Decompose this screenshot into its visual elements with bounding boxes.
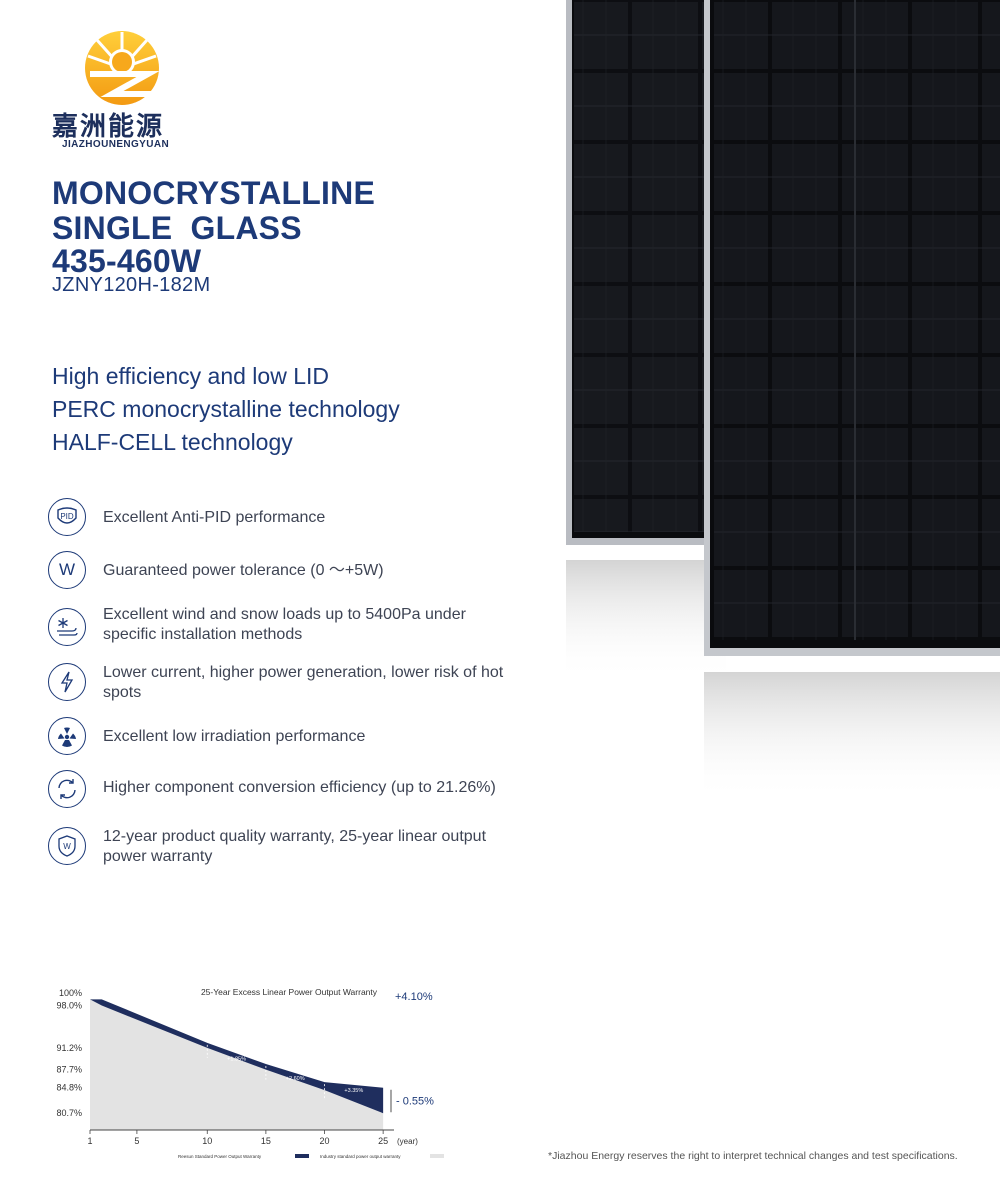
product-model: JZNY120H-182M [52,274,211,296]
end-note: - 0.55% [396,1095,434,1107]
x-axis-unit: (year) [397,1137,418,1146]
legend-label: Reesun Standard Power Output Warranty [178,1154,262,1159]
feature-text: Higher component conversion efficiency (… [103,779,496,796]
gap-label: +3.35% [344,1088,363,1094]
product-power-range: 435-460W [52,243,202,279]
warranty-shield-icon: W [48,827,86,865]
x-tick-label: 15 [261,1136,271,1146]
y-tick-label: 98.0% [56,1001,82,1011]
x-tick-label: 25 [378,1136,388,1146]
y-tick-label: 84.8% [56,1083,82,1093]
industry-warranty-area [90,999,384,1130]
warranty-chart-svg: 100%98.0%91.2%87.7%84.8%80.7%1 5 10 15 20 25(… [56,987,444,1159]
snow-wind-icon [48,608,86,646]
x-tick-label: 5 [134,1136,139,1146]
x-tick-label: 1 [87,1136,92,1146]
feature-text: Guaranteed power tolerance (0 ～+5W) [103,562,384,579]
conversion-icon [48,770,86,808]
solar-panel-image [560,0,1000,800]
legend-swatch-industry [430,1154,444,1158]
y-tick-label: 87.7% [56,1065,82,1075]
feature-text: 12-year product quality warranty, 25-yea… [103,828,487,865]
feature-text: Excellent Anti-PID performance [103,509,326,526]
lightning-icon [48,663,86,701]
product-title-line2: SINGLE GLASS [52,210,302,246]
technology-item: PERC monocrystalline technology [52,396,400,422]
warranty-icon-label: W [63,842,71,851]
legend-label: Industry standard power output warranty [320,1154,401,1159]
brand-name-en: JIAZHOUNENGYUAN [62,139,170,150]
y-tick-label: 80.7% [56,1108,82,1118]
feature-text: Excellent wind and snow loads up to 5400… [103,606,466,643]
technology-item: High efficiency and low LID [52,363,329,389]
watt-icon-label: W [58,560,76,579]
gap-label: +2.60% [286,1076,305,1082]
brand-name-cn: 嘉洲能源 [52,111,165,141]
y-tick-label: 91.2% [56,1043,82,1053]
brand-logo [52,28,212,158]
technology-item: HALF-CELL technology [52,429,293,455]
feature-text: Lower current, higher power generation, … [103,664,504,701]
irradiation-icon [48,717,86,755]
x-tick-label: 10 [202,1136,212,1146]
feature-text: Excellent low irradiation performance [103,728,366,745]
y-tick-label: 100% [59,988,82,998]
sun-logo-icon [85,31,160,105]
pid-icon-label: PID [60,512,74,521]
gap-label: +1.85% [227,1056,246,1062]
watt-icon: W [48,551,86,589]
product-title-line1: MONOCRYSTALLINE [52,175,375,211]
start-note: +4.10% [395,991,433,1003]
legend-swatch-reesun [295,1154,309,1158]
chart-title: 25-Year Excess Linear Power Output Warra… [201,987,378,997]
x-tick-label: 20 [320,1136,330,1146]
reesun-warranty-band [90,999,384,1114]
pid-icon: PID [48,498,86,536]
footnote: *Jiazhou Energy reserves the right to in… [548,1150,958,1162]
warranty-chart: 100% 98.0% 91.2% 87.7% 84.8% 80.7% 1 5 10 15 20 25(… [40,980,460,1160]
